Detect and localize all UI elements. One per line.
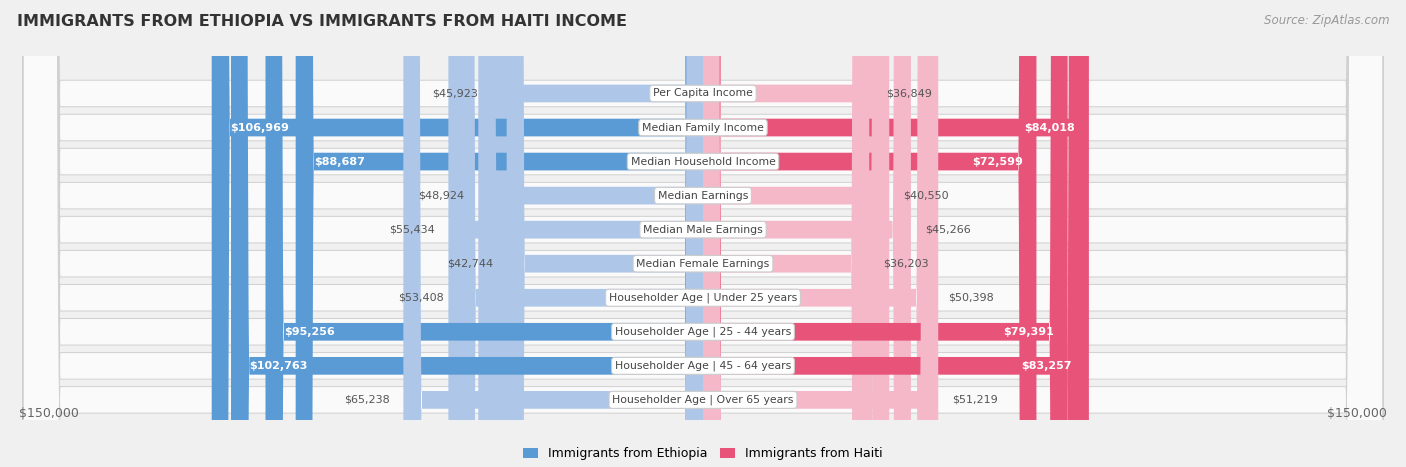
Text: $36,203: $36,203 (883, 259, 929, 269)
Text: $53,408: $53,408 (398, 293, 444, 303)
FancyBboxPatch shape (506, 0, 703, 467)
FancyBboxPatch shape (231, 0, 703, 467)
Text: Householder Age | 25 - 44 years: Householder Age | 25 - 44 years (614, 326, 792, 337)
Text: $79,391: $79,391 (1002, 327, 1054, 337)
Text: Median Male Earnings: Median Male Earnings (643, 225, 763, 234)
FancyBboxPatch shape (24, 0, 1382, 467)
FancyBboxPatch shape (458, 0, 703, 467)
Text: $72,599: $72,599 (972, 156, 1022, 167)
Text: Householder Age | Under 25 years: Householder Age | Under 25 years (609, 292, 797, 303)
FancyBboxPatch shape (703, 0, 911, 467)
FancyBboxPatch shape (703, 0, 1067, 467)
Text: IMMIGRANTS FROM ETHIOPIA VS IMMIGRANTS FROM HAITI INCOME: IMMIGRANTS FROM ETHIOPIA VS IMMIGRANTS F… (17, 14, 627, 29)
Text: $102,763: $102,763 (249, 361, 308, 371)
FancyBboxPatch shape (703, 0, 935, 467)
FancyBboxPatch shape (703, 0, 1036, 467)
FancyBboxPatch shape (703, 0, 872, 467)
FancyBboxPatch shape (404, 0, 703, 467)
Text: $88,687: $88,687 (314, 156, 366, 167)
FancyBboxPatch shape (266, 0, 703, 467)
FancyBboxPatch shape (703, 0, 1085, 467)
Text: $65,238: $65,238 (344, 395, 389, 405)
FancyBboxPatch shape (295, 0, 703, 467)
FancyBboxPatch shape (24, 0, 1382, 467)
Text: $50,398: $50,398 (948, 293, 994, 303)
Text: Source: ZipAtlas.com: Source: ZipAtlas.com (1264, 14, 1389, 27)
Text: Householder Age | 45 - 64 years: Householder Age | 45 - 64 years (614, 361, 792, 371)
FancyBboxPatch shape (703, 0, 1088, 467)
Text: $42,744: $42,744 (447, 259, 494, 269)
FancyBboxPatch shape (703, 0, 889, 467)
FancyBboxPatch shape (24, 0, 1382, 467)
FancyBboxPatch shape (492, 0, 703, 467)
Legend: Immigrants from Ethiopia, Immigrants from Haiti: Immigrants from Ethiopia, Immigrants fro… (519, 442, 887, 465)
Text: $51,219: $51,219 (952, 395, 998, 405)
Text: $84,018: $84,018 (1025, 122, 1076, 133)
Text: $45,923: $45,923 (433, 88, 478, 99)
FancyBboxPatch shape (212, 0, 703, 467)
Text: Median Earnings: Median Earnings (658, 191, 748, 201)
Text: $150,000: $150,000 (1327, 407, 1388, 420)
Text: $40,550: $40,550 (903, 191, 949, 201)
Text: Householder Age | Over 65 years: Householder Age | Over 65 years (612, 395, 794, 405)
Text: Median Family Income: Median Family Income (643, 122, 763, 133)
FancyBboxPatch shape (24, 0, 1382, 467)
Text: $55,434: $55,434 (389, 225, 434, 234)
Text: Median Household Income: Median Household Income (630, 156, 776, 167)
FancyBboxPatch shape (24, 0, 1382, 467)
Text: Per Capita Income: Per Capita Income (652, 88, 754, 99)
Text: $150,000: $150,000 (18, 407, 79, 420)
Text: $48,924: $48,924 (419, 191, 464, 201)
FancyBboxPatch shape (703, 0, 869, 467)
FancyBboxPatch shape (24, 0, 1382, 467)
Text: $106,969: $106,969 (231, 122, 290, 133)
Text: $83,257: $83,257 (1021, 361, 1071, 371)
FancyBboxPatch shape (449, 0, 703, 467)
FancyBboxPatch shape (24, 0, 1382, 467)
Text: $45,266: $45,266 (925, 225, 970, 234)
FancyBboxPatch shape (478, 0, 703, 467)
FancyBboxPatch shape (24, 0, 1382, 467)
FancyBboxPatch shape (24, 0, 1382, 467)
Text: Median Female Earnings: Median Female Earnings (637, 259, 769, 269)
Text: $36,849: $36,849 (886, 88, 932, 99)
FancyBboxPatch shape (24, 0, 1382, 467)
Text: $95,256: $95,256 (284, 327, 335, 337)
FancyBboxPatch shape (703, 0, 938, 467)
